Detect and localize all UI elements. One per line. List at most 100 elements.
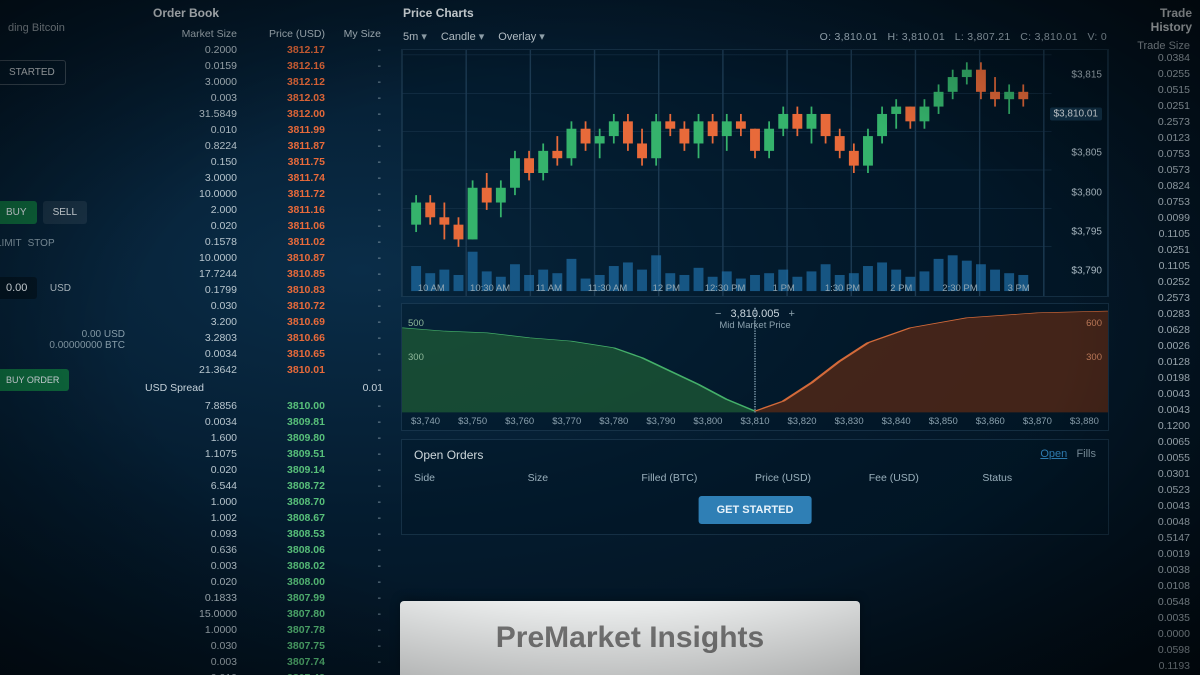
overlay-dropdown[interactable]: Overlay: [498, 30, 544, 43]
overlay-text: PreMarket Insights: [496, 621, 764, 655]
orderbook-row[interactable]: 0.0033808.02-: [145, 558, 387, 574]
sell-button[interactable]: SELL: [43, 201, 87, 224]
chart-y-label: $3,805: [1071, 148, 1102, 159]
ohlc-readout: O: 3,810.01 H: 3,810.01 L: 3,807.21 C: 3…: [820, 31, 1107, 43]
orderbook-row[interactable]: 0.82243811.87-: [145, 138, 387, 154]
col-price: Price (USD): [237, 28, 325, 40]
depth-zoom-in[interactable]: +: [783, 308, 801, 320]
orderbook-row[interactable]: 21.36423810.01-: [145, 362, 387, 378]
depth-x-label: $3,860: [967, 416, 1014, 427]
orderbook-row[interactable]: 10.00003811.72-: [145, 186, 387, 202]
orderbook-row[interactable]: 0.00343809.81-: [145, 414, 387, 430]
history-row: 0.0035: [1116, 612, 1200, 628]
orderbook-row[interactable]: 0.0203809.14-: [145, 462, 387, 478]
history-row: 0.0019: [1116, 548, 1200, 564]
trade-history: Trade History Trade Size 0.03840.02550.0…: [1116, 0, 1200, 675]
history-row: 0.0251: [1116, 100, 1200, 116]
orderbook-row[interactable]: 17.72443810.85-: [145, 266, 387, 282]
history-row: 0.2573: [1116, 292, 1200, 308]
history-row: 0.0515: [1116, 84, 1200, 100]
orderbook-row[interactable]: 15.00003807.80-: [145, 606, 387, 622]
history-row: 0.2573: [1116, 116, 1200, 132]
depth-y-label: 500: [408, 318, 424, 329]
orderbook-row[interactable]: 3.2003810.69-: [145, 314, 387, 330]
buy-button[interactable]: BUY: [0, 201, 37, 224]
get-started-button[interactable]: GET STARTED: [699, 496, 812, 524]
orderbook-row[interactable]: 1.00003807.78-: [145, 622, 387, 638]
depth-x-label: $3,870: [1014, 416, 1061, 427]
candlestick-chart[interactable]: $3,815$3,810.01$3,805$3,800$3,795$3,790 …: [401, 49, 1109, 297]
depth-x-label: $3,760: [496, 416, 543, 427]
trade-form-sidebar: ding Bitcoin STARTED BUY SELL LIMIT STOP…: [0, 0, 135, 391]
tab-stop[interactable]: STOP: [28, 238, 55, 249]
orderbook-row[interactable]: 0.0933808.53-: [145, 526, 387, 542]
charttype-dropdown[interactable]: Candle: [441, 30, 484, 43]
orderbook-row[interactable]: 0.18333807.99-: [145, 590, 387, 606]
orderbook-row[interactable]: 0.15783811.02-: [145, 234, 387, 250]
started-button[interactable]: STARTED: [0, 60, 66, 85]
orderbook-row[interactable]: 0.0033807.74-: [145, 654, 387, 670]
orderbook-row[interactable]: 0.6363808.06-: [145, 542, 387, 558]
depth-zoom-out[interactable]: −: [709, 308, 730, 320]
orderbook-row[interactable]: 1.0023808.67-: [145, 510, 387, 526]
chart-x-label: 1 PM: [754, 283, 813, 294]
tab-open[interactable]: Open: [1040, 448, 1067, 460]
history-row: 0.0251: [1116, 244, 1200, 260]
chart-x-label: 1:30 PM: [813, 283, 872, 294]
orders-col-header: Fee (USD): [869, 472, 983, 484]
depth-x-label: $3,740: [402, 416, 449, 427]
balance-btc: 0.00000000 BTC: [0, 340, 125, 351]
tab-fills[interactable]: Fills: [1076, 448, 1096, 460]
orderbook-row[interactable]: 0.0203811.06-: [145, 218, 387, 234]
history-row: 0.0128: [1116, 356, 1200, 372]
orderbook-row[interactable]: 3.00003811.74-: [145, 170, 387, 186]
depth-x-label: $3,770: [543, 416, 590, 427]
orderbook-row[interactable]: 0.0103811.99-: [145, 122, 387, 138]
orderbook-row[interactable]: 10.00003810.87-: [145, 250, 387, 266]
orderbook-row[interactable]: 0.0203808.00-: [145, 574, 387, 590]
mid-price: 3,810.005: [731, 308, 780, 320]
history-row: 0.0384: [1116, 52, 1200, 68]
history-row: 0.0523: [1116, 484, 1200, 500]
col-market-size: Market Size: [145, 28, 237, 40]
orderbook-row[interactable]: 6.5443808.72-: [145, 478, 387, 494]
orderbook-row[interactable]: 2.0003811.16-: [145, 202, 387, 218]
history-row: 0.5147: [1116, 532, 1200, 548]
history-row: 0.0252: [1116, 276, 1200, 292]
open-orders-panel: Open Orders Open Fills SideSizeFilled (B…: [401, 439, 1109, 535]
orderbook-row[interactable]: 0.0303807.75-: [145, 638, 387, 654]
order-book: Order Book Market Size Price (USD) My Si…: [145, 0, 393, 675]
orderbook-row[interactable]: 0.0033812.03-: [145, 90, 387, 106]
chart-y-label: $3,815: [1071, 69, 1102, 80]
tab-limit[interactable]: LIMIT: [0, 238, 22, 249]
orderbook-row[interactable]: 0.1503811.75-: [145, 154, 387, 170]
orderbook-row[interactable]: 0.0303810.72-: [145, 298, 387, 314]
interval-dropdown[interactable]: 5m: [403, 30, 427, 43]
amount-currency: USD: [42, 278, 79, 299]
orderbook-row[interactable]: 1.0003808.70-: [145, 494, 387, 510]
orderbook-row[interactable]: 3.28033810.66-: [145, 330, 387, 346]
orderbook-row[interactable]: 31.58493812.00-: [145, 106, 387, 122]
orderbook-row[interactable]: 0.0103807.43-: [145, 670, 387, 675]
orderbook-row[interactable]: 0.20003812.17-: [145, 42, 387, 58]
orderbook-title: Order Book: [145, 0, 393, 26]
chart-y-label: $3,790: [1071, 266, 1102, 277]
orderbook-row[interactable]: 0.00343810.65-: [145, 346, 387, 362]
depth-x-label: $3,840: [873, 416, 920, 427]
orderbook-row[interactable]: 0.01593812.16-: [145, 58, 387, 74]
chart-x-label: 12:30 PM: [696, 283, 755, 294]
orderbook-row[interactable]: 0.17993810.83-: [145, 282, 387, 298]
orders-col-header: Side: [414, 472, 528, 484]
orderbook-row[interactable]: 1.10753809.51-: [145, 446, 387, 462]
depth-x-label: $3,880: [1061, 416, 1108, 427]
history-row: 0.0753: [1116, 196, 1200, 212]
depth-x-label: $3,810: [731, 416, 778, 427]
place-order-button[interactable]: BUY ORDER: [0, 369, 69, 391]
chart-y-label: $3,810.01: [1050, 107, 1103, 120]
history-row: 0.0026: [1116, 340, 1200, 356]
orderbook-row[interactable]: 7.88563810.00-: [145, 398, 387, 414]
orderbook-row[interactable]: 3.00003812.12-: [145, 74, 387, 90]
orderbook-row[interactable]: 1.6003809.80-: [145, 430, 387, 446]
amount-input[interactable]: 0.00: [0, 277, 37, 299]
depth-chart[interactable]: − 3,810.005 + Mid Market Price $3,740$3,…: [401, 303, 1109, 431]
